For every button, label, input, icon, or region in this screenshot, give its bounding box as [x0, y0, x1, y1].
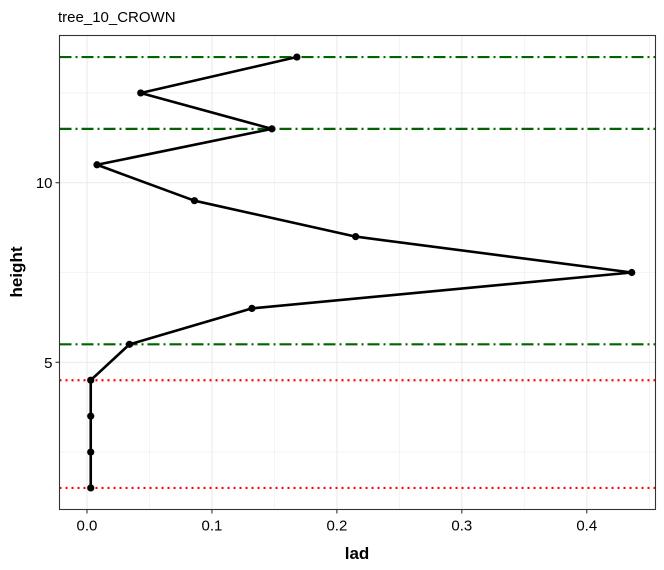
grid: [59, 35, 656, 510]
x-tick-label: 0.4: [576, 518, 597, 535]
x-tick-label: 0.1: [202, 518, 223, 535]
data-point: [137, 89, 145, 97]
data-point: [628, 268, 636, 277]
data-point: [87, 376, 95, 384]
ticks: 0.0 0.1 0.2 0.3 0.4 5 10: [36, 175, 597, 534]
y-tick-label: 10: [36, 175, 53, 192]
x-tick-label: 0.0: [77, 518, 98, 535]
data-point: [293, 53, 301, 61]
chart-title: tree_10_CROWN: [58, 9, 176, 26]
y-tick-label: 5: [44, 355, 52, 372]
data-point: [268, 125, 276, 133]
data-point: [190, 197, 199, 205]
data-point: [248, 304, 256, 313]
reference-lines: [59, 55, 656, 490]
x-tick-label: 0.2: [326, 518, 347, 535]
x-tick-label: 0.3: [451, 518, 472, 535]
series-layer: [87, 53, 636, 492]
y-axis-title: height: [7, 246, 26, 297]
data-point: [87, 448, 95, 456]
plot-border: [58, 34, 657, 511]
data-point: [87, 484, 95, 492]
data-point: [93, 161, 101, 169]
data-point: [125, 340, 134, 348]
x-axis-title: lad: [345, 544, 370, 563]
data-point: [87, 412, 95, 420]
data-point: [352, 232, 360, 241]
